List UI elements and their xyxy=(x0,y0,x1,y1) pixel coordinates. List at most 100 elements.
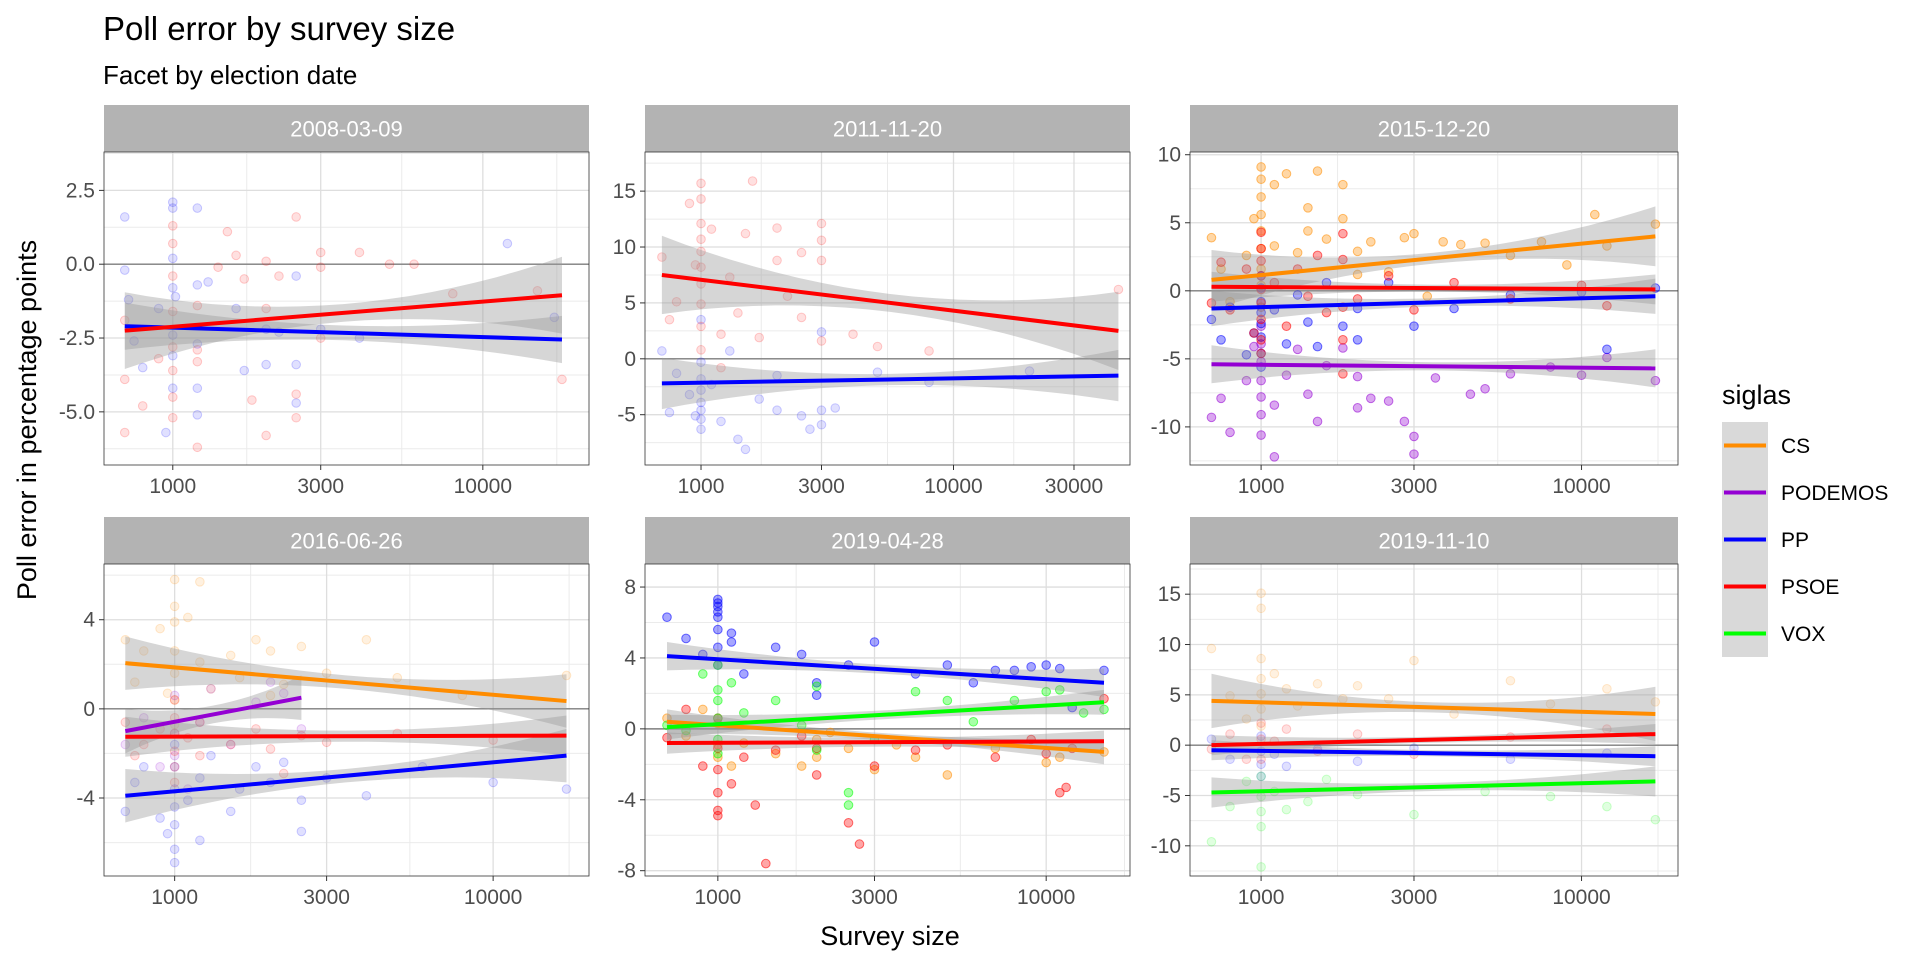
data-point-PSOE xyxy=(274,271,284,281)
data-point-PP xyxy=(811,690,822,700)
data-point-CS xyxy=(120,634,131,645)
data-point-PP xyxy=(796,649,807,660)
y-tick-label: 8 xyxy=(624,576,636,599)
y-tick-label: -5 xyxy=(1162,784,1181,807)
y-tick-label: -5 xyxy=(1162,348,1181,371)
data-point-PP xyxy=(1256,759,1266,770)
data-point-PSOE xyxy=(195,750,205,761)
data-point-PSOE xyxy=(130,750,140,761)
data-point-PODEMOS xyxy=(1269,452,1280,462)
data-point-PODEMOS xyxy=(1480,383,1490,394)
data-point-CS xyxy=(1269,179,1280,190)
data-point-PP xyxy=(696,357,706,367)
x-tick-label: 10000 xyxy=(1552,886,1610,909)
data-point-CS xyxy=(1256,673,1266,684)
data-point-PSOE xyxy=(696,178,706,189)
data-point-PP xyxy=(1099,665,1109,676)
data-point-CS xyxy=(1545,699,1556,709)
panel-border xyxy=(103,563,590,877)
legend-label-PODEMOS: PODEMOS xyxy=(1781,482,1888,505)
panel-content xyxy=(120,574,572,868)
data-point-PSOE xyxy=(713,805,723,816)
data-point-PP xyxy=(690,411,701,421)
data-point-PODEMOS xyxy=(1281,370,1292,380)
data-point-CS xyxy=(1650,219,1661,229)
data-point-VOX xyxy=(1256,862,1266,872)
data-point-PP xyxy=(816,419,827,430)
y-tick-label: 0.0 xyxy=(66,253,95,276)
data-point-CS xyxy=(1041,757,1051,768)
data-point-CS xyxy=(869,764,880,775)
data-point-PP xyxy=(170,291,181,302)
data-point-PP xyxy=(1352,756,1363,767)
data-point-PP xyxy=(684,389,695,400)
data-point-CS xyxy=(1269,241,1280,251)
data-point-VOX xyxy=(1650,814,1661,825)
data-point-PSOE xyxy=(816,255,827,266)
data-point-CS xyxy=(1256,704,1266,714)
data-point-PP xyxy=(1449,303,1459,314)
data-point-CS xyxy=(183,612,193,623)
fit-line-PSOE xyxy=(125,733,567,739)
y-tick-label: 10 xyxy=(1158,634,1181,657)
data-point-PSOE xyxy=(1256,335,1266,345)
data-point-PSOE xyxy=(167,271,178,281)
data-point-PSOE xyxy=(1338,335,1348,345)
data-point-PSOE xyxy=(910,745,921,755)
y-tick-label: 15 xyxy=(613,180,636,203)
x-tick-label: 3000 xyxy=(1391,475,1438,498)
data-point-PSOE xyxy=(261,303,271,314)
data-point-PSOE xyxy=(681,704,691,715)
data-point-PP xyxy=(740,444,751,455)
data-point-VOX xyxy=(713,748,723,759)
data-point-PSOE xyxy=(315,262,326,272)
data-point-PSOE xyxy=(848,329,858,340)
data-point-PP xyxy=(231,303,241,314)
fit-line-CS xyxy=(666,719,1105,754)
data-point-VOX xyxy=(1602,801,1612,812)
data-point-CS xyxy=(251,634,261,645)
data-point-PODEMOS xyxy=(1352,371,1363,382)
data-point-PODEMOS xyxy=(1256,375,1266,386)
data-point-PSOE xyxy=(816,218,827,229)
data-point-PSOE xyxy=(251,724,261,734)
data-point-PODEMOS xyxy=(1338,343,1348,353)
data-point-PP xyxy=(361,790,372,801)
x-tick-label: 10000 xyxy=(1552,475,1610,498)
data-point-PSOE xyxy=(1225,729,1235,739)
data-point-VOX xyxy=(1303,796,1313,807)
fit-line-PSOE xyxy=(124,293,563,333)
data-point-PSOE xyxy=(1312,250,1323,261)
data-point-PP xyxy=(1216,335,1226,345)
data-point-CS xyxy=(321,668,332,679)
fit-line-PP xyxy=(661,373,1119,386)
data-point-PP xyxy=(664,407,675,418)
data-point-VOX xyxy=(1099,704,1109,715)
fit-line-PODEMOS xyxy=(124,695,302,734)
data-point-PSOE xyxy=(354,247,365,258)
data-point-PP xyxy=(726,628,737,638)
panel-border xyxy=(103,151,590,466)
fit-line-PP xyxy=(1211,748,1656,759)
data-point-PP xyxy=(192,203,203,213)
facet-strip-label: 2011-11-20 xyxy=(833,117,942,142)
data-point-PSOE xyxy=(772,255,782,266)
data-point-PP xyxy=(1256,332,1266,342)
x-tick-label: 3000 xyxy=(303,886,350,909)
y-tick-label: 0 xyxy=(1169,734,1181,757)
data-point-PP xyxy=(119,265,130,275)
data-point-PP xyxy=(1352,335,1363,345)
data-point-PP xyxy=(713,594,723,605)
data-point-PP xyxy=(137,362,148,373)
data-point-PSOE xyxy=(990,752,1001,763)
data-point-PSOE xyxy=(1249,328,1259,338)
data-point-PSOE xyxy=(278,768,289,779)
data-point-PP xyxy=(696,314,706,325)
data-point-PSOE xyxy=(696,194,706,204)
data-point-PSOE xyxy=(1216,257,1226,268)
data-point-PP xyxy=(1602,344,1612,355)
data-point-PP xyxy=(291,398,301,408)
data-point-CS xyxy=(1312,678,1323,689)
data-point-PP xyxy=(681,633,691,644)
data-point-PSOE xyxy=(213,262,223,272)
